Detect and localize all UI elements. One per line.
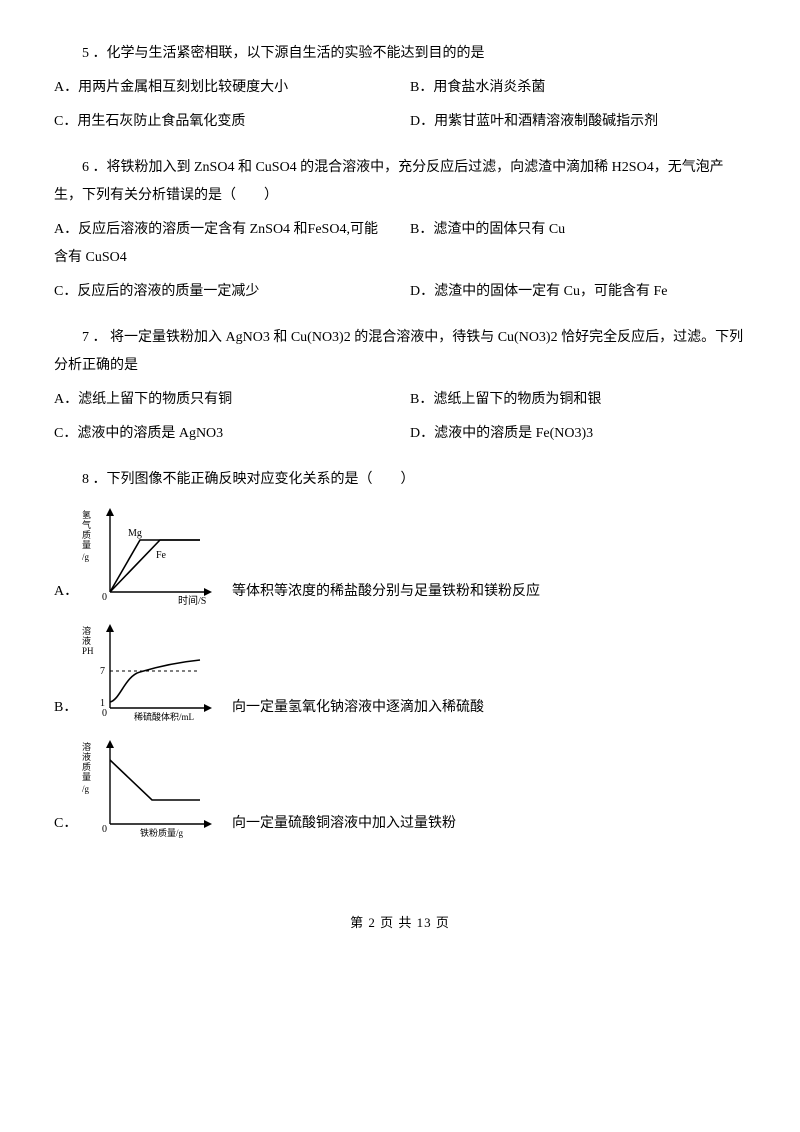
q5-opt-d: D．用紫甘蓝叶和酒精溶液制酸碱指示剂	[410, 108, 746, 136]
svg-text:稀硫酸体积/mL: 稀硫酸体积/mL	[134, 711, 194, 722]
svg-text:Fe: Fe	[156, 550, 167, 561]
q5-stem: 5 ．化学与生活紧密相联，以下源自生活的实验不能达到目的的是	[54, 40, 746, 68]
q7-opt-d: D．滤液中的溶质是 Fe(NO3)3	[410, 420, 746, 448]
q8-a-chart: 氢 气 质 量 /g Mg Fe 0 时间/S	[80, 500, 228, 610]
q7-opt-c: C．滤液中的溶质是 AgNO3	[54, 420, 390, 448]
page-footer: 第 2 页 共 13 页	[54, 912, 746, 931]
svg-text:氢: 氢	[82, 509, 91, 520]
q6-opt-c: C．反应后的溶液的质量一定减少	[54, 278, 390, 306]
svg-text:0: 0	[102, 592, 107, 603]
q8-a-text: 等体积等浓度的稀盐酸分别与足量铁粉和镁粉反应	[228, 578, 540, 610]
svg-text:Mg: Mg	[128, 528, 142, 539]
svg-text:量: 量	[82, 772, 91, 782]
svg-text:质: 质	[82, 529, 91, 540]
q5-opt-a: A．用两片金属相互刻划比较硬度大小	[54, 74, 390, 102]
svg-text:溶: 溶	[82, 625, 91, 636]
q8-b-text: 向一定量氢氧化钠溶液中逐滴加入稀硫酸	[228, 694, 484, 726]
svg-text:气: 气	[82, 519, 91, 530]
q8-stem: 8 ．下列图像不能正确反映对应变化关系的是（ ）	[54, 466, 746, 494]
question-7: 7 ． 将一定量铁粉加入 AgNO3 和 Cu(NO3)2 的混合溶液中，待铁与…	[54, 324, 746, 448]
q6-opt-d: D．滤渣中的固体一定有 Cu，可能含有 Fe	[410, 278, 746, 306]
q8-a-label: A．	[54, 578, 80, 610]
svg-text:/g: /g	[82, 552, 90, 562]
q6-opt-b: B．滤渣中的固体只有 Cu	[410, 216, 746, 272]
svg-text:液: 液	[82, 751, 91, 762]
q8-item-b: B． 溶 液 PH 7 1 0 稀硫酸体积/mL 向	[54, 616, 746, 726]
svg-text:时间/S: 时间/S	[178, 594, 206, 607]
q5-options: A．用两片金属相互刻划比较硬度大小 B．用食盐水消炎杀菌 C．用生石灰防止食品氧…	[54, 74, 746, 136]
svg-text:/g: /g	[82, 784, 90, 794]
q8-c-label: C．	[54, 810, 80, 842]
q8-c-text: 向一定量硫酸铜溶液中加入过量铁粉	[228, 810, 456, 842]
q7-opt-a: A．滤纸上留下的物质只有铜	[54, 386, 390, 414]
svg-text:液: 液	[82, 635, 91, 646]
q8-b-chart: 溶 液 PH 7 1 0 稀硫酸体积/mL	[80, 616, 228, 726]
question-5: 5 ．化学与生活紧密相联，以下源自生活的实验不能达到目的的是 A．用两片金属相互…	[54, 40, 746, 136]
question-6: 6 ．将铁粉加入到 ZnSO4 和 CuSO4 的混合溶液中，充分反应后过滤，向…	[54, 154, 746, 306]
svg-text:溶: 溶	[82, 741, 91, 752]
q8-item-a: A． 氢 气 质 量 /g Mg Fe 0 时间/S	[54, 500, 746, 610]
q6-stem: 6 ．将铁粉加入到 ZnSO4 和 CuSO4 的混合溶液中，充分反应后过滤，向…	[54, 154, 746, 210]
q8-item-c: C． 溶 液 质 量 /g 0 铁粉质量/g 向一定量硫酸铜溶液中加入过量	[54, 732, 746, 842]
q8-b-label: B．	[54, 694, 80, 726]
svg-text:铁粉质量/g: 铁粉质量/g	[140, 827, 184, 838]
q5-opt-b: B．用食盐水消炎杀菌	[410, 74, 746, 102]
q6-options: A．反应后溶液的溶质一定含有 ZnSO4 和FeSO4,可能含有 CuSO4 B…	[54, 216, 746, 306]
q6-opt-a: A．反应后溶液的溶质一定含有 ZnSO4 和FeSO4,可能含有 CuSO4	[54, 216, 390, 272]
svg-text:PH: PH	[82, 646, 94, 656]
question-8: 8 ．下列图像不能正确反映对应变化关系的是（ ） A． 氢 气 质 量 /g M	[54, 466, 746, 842]
svg-text:质: 质	[82, 761, 91, 772]
svg-text:0: 0	[102, 708, 107, 719]
q7-stem: 7 ． 将一定量铁粉加入 AgNO3 和 Cu(NO3)2 的混合溶液中，待铁与…	[54, 324, 746, 380]
q8-c-chart: 溶 液 质 量 /g 0 铁粉质量/g	[80, 732, 228, 842]
svg-text:7: 7	[100, 666, 105, 677]
q7-opt-b: B．滤纸上留下的物质为铜和银	[410, 386, 746, 414]
q7-options: A．滤纸上留下的物质只有铜 B．滤纸上留下的物质为铜和银 C．滤液中的溶质是 A…	[54, 386, 746, 448]
q5-opt-c: C．用生石灰防止食品氧化变质	[54, 108, 390, 136]
svg-text:量: 量	[82, 540, 91, 550]
svg-text:0: 0	[102, 824, 107, 835]
